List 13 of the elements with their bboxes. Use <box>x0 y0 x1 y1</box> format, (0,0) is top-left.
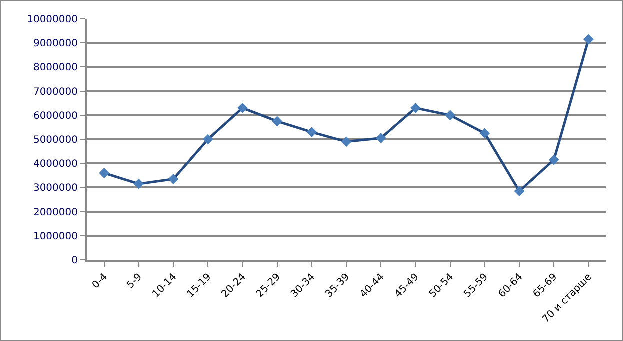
y-tick-label: 10000000 <box>27 14 78 26</box>
y-tick-label: 3000000 <box>33 183 78 194</box>
y-tick-label: 9000000 <box>33 38 78 50</box>
x-tick-label: 0-4 <box>90 272 110 292</box>
y-tick-label: 0 <box>72 256 78 266</box>
y-tick-label: 8000000 <box>33 62 78 74</box>
y-tick-label: 1000000 <box>33 231 78 242</box>
x-tick-label: 5-9 <box>125 272 145 292</box>
y-tick-label: 2000000 <box>33 207 78 218</box>
y-tick-label: 5000000 <box>33 135 78 146</box>
y-tick-label: 7000000 <box>33 86 78 98</box>
y-tick-label: 4000000 <box>33 159 78 170</box>
y-tick-label: 6000000 <box>33 110 78 122</box>
